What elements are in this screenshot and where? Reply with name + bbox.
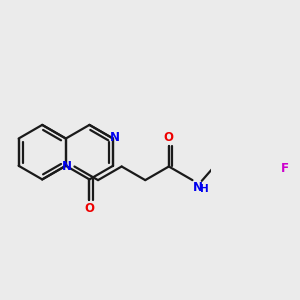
Text: N: N xyxy=(110,130,120,144)
Text: O: O xyxy=(84,202,94,215)
Text: N: N xyxy=(61,160,71,173)
Text: F: F xyxy=(281,162,289,175)
Text: O: O xyxy=(164,131,174,144)
Text: H: H xyxy=(200,184,208,194)
Text: N: N xyxy=(193,181,203,194)
